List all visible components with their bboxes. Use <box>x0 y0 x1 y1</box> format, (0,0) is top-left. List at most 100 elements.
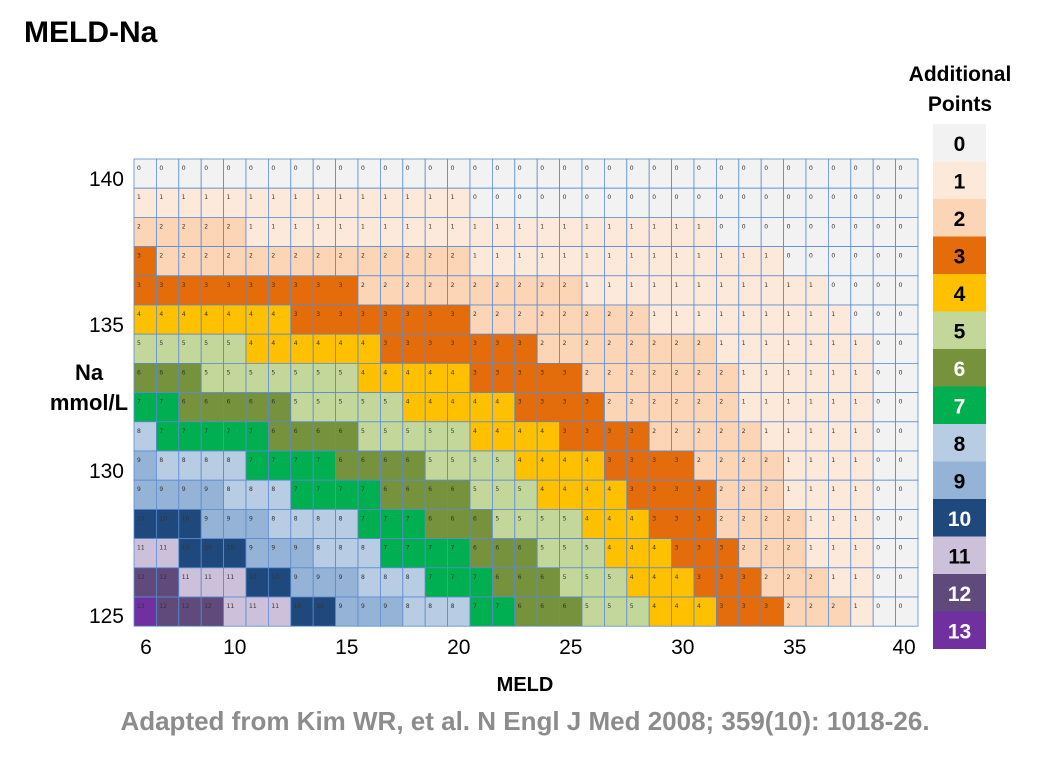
cell-value-label: 1 <box>316 223 320 230</box>
cell-value-label: 12 <box>159 574 167 581</box>
heatmap-cell <box>491 158 516 189</box>
cell-value-label: 6 <box>249 399 253 406</box>
heatmap-cell <box>536 187 561 218</box>
cell-value-label: 8 <box>361 574 365 581</box>
cell-value-label: 10 <box>294 603 302 610</box>
cell-value-label: 2 <box>697 457 701 464</box>
heatmap-cell <box>178 158 202 189</box>
heatmap-cell <box>155 304 180 335</box>
heatmap-cell <box>716 421 740 452</box>
cell-value-label: 2 <box>563 340 567 347</box>
cell-value-label: 7 <box>204 428 208 435</box>
heatmap-cell <box>604 158 628 189</box>
legend-swatch <box>933 161 986 199</box>
cell-value-label: 6 <box>473 545 477 552</box>
cell-value-label: 5 <box>473 486 477 493</box>
heatmap-cell <box>783 187 807 218</box>
heatmap-cell <box>402 596 426 627</box>
cell-value-label: 4 <box>607 486 611 493</box>
heatmap-cell <box>648 216 673 247</box>
cell-value-label: 2 <box>719 399 723 406</box>
heatmap-cell <box>850 392 874 423</box>
heatmap-cell <box>178 596 202 627</box>
cell-value-label: 3 <box>652 486 656 493</box>
cell-value-label: 3 <box>204 282 208 289</box>
cell-value-label: 4 <box>159 311 163 318</box>
cell-value-label: 0 <box>764 165 768 172</box>
heatmap-cell <box>379 187 404 218</box>
cell-value-label: 2 <box>742 545 746 552</box>
cell-value-label: 2 <box>361 253 365 260</box>
cell-value-label: 4 <box>271 311 275 318</box>
heatmap-cell <box>828 333 852 364</box>
heatmap-cell <box>223 275 247 306</box>
heatmap-cell <box>828 567 852 598</box>
heatmap-cell <box>335 567 359 598</box>
heatmap-cell <box>133 333 157 364</box>
heatmap-cell <box>335 333 359 364</box>
heatmap-cell <box>514 450 538 481</box>
cell-value-label: 2 <box>249 253 253 260</box>
heatmap-cell <box>671 538 695 569</box>
cell-value-label: 0 <box>876 223 880 230</box>
heatmap-cell <box>200 421 224 452</box>
cell-value-label: 0 <box>899 369 903 376</box>
heatmap-cell <box>536 275 561 306</box>
heatmap-cell <box>447 333 471 364</box>
cell-value-label: 3 <box>406 311 410 318</box>
heatmap-cell <box>805 538 829 569</box>
heatmap-cell <box>693 392 717 423</box>
cell-value-label: 2 <box>361 282 365 289</box>
heatmap-cell <box>626 333 650 364</box>
heatmap-cell <box>805 187 829 218</box>
cell-value-label: 3 <box>540 369 544 376</box>
cell-value-label: 1 <box>540 253 544 260</box>
heatmap-cell <box>536 333 561 364</box>
cell-value-label: 2 <box>227 223 231 230</box>
cell-value-label: 0 <box>809 253 813 260</box>
cell-value-label: 6 <box>316 428 320 435</box>
heatmap-cell <box>312 538 337 569</box>
cell-value-label: 6 <box>451 486 455 493</box>
cell-value-label: 1 <box>227 194 231 201</box>
cell-value-label: 3 <box>137 282 141 289</box>
cell-value-label: 0 <box>899 165 903 172</box>
heatmap-cell <box>335 158 359 189</box>
heatmap-cell <box>379 450 404 481</box>
heatmap-cell <box>491 187 516 218</box>
heatmap-cell <box>133 450 157 481</box>
heatmap-cell <box>783 392 807 423</box>
heatmap-cell <box>671 479 695 510</box>
heatmap-cell <box>200 275 224 306</box>
cell-value-label: 7 <box>339 486 343 493</box>
cell-value-label: 0 <box>719 194 723 201</box>
heatmap-cell <box>447 479 471 510</box>
heatmap-cell <box>178 538 202 569</box>
cell-value-label: 8 <box>204 457 208 464</box>
cell-value-label: 1 <box>742 399 746 406</box>
cell-value-label: 0 <box>249 165 253 172</box>
cell-value-label: 1 <box>339 194 343 201</box>
heatmap-cell <box>379 392 404 423</box>
heatmap-cell <box>379 596 404 627</box>
heatmap-cell <box>783 596 807 627</box>
cell-value-label: 1 <box>585 253 589 260</box>
cell-value-label: 5 <box>540 515 544 522</box>
heatmap-cell <box>805 567 829 598</box>
cell-value-label: 0 <box>652 165 656 172</box>
heatmap-cell <box>872 450 897 481</box>
cell-value-label: 6 <box>518 574 522 581</box>
cell-value-label: 9 <box>294 545 298 552</box>
heatmap-cell <box>872 567 897 598</box>
y-axis-label-line2: mmol/L <box>49 390 129 415</box>
heatmap-cell <box>514 304 538 335</box>
heatmap-cell <box>760 596 785 627</box>
heatmap-cell <box>783 362 807 393</box>
cell-value-label: 11 <box>271 603 279 610</box>
cell-value-label: 0 <box>585 194 589 201</box>
heatmap-cell <box>379 538 404 569</box>
heatmap-cell <box>805 479 829 510</box>
cell-value-label: 2 <box>428 253 432 260</box>
cell-value-label: 7 <box>428 574 432 581</box>
heatmap-cell <box>872 392 897 423</box>
